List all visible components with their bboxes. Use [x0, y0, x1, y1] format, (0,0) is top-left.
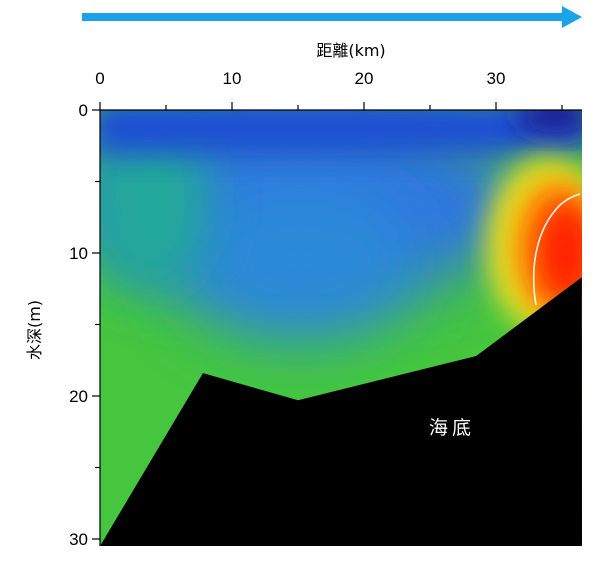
field-blue-basin	[180, 180, 420, 340]
field-surface-indigo	[515, 110, 582, 133]
heatmap-field	[100, 110, 582, 546]
axes	[99, 109, 582, 546]
field-surface-blue	[100, 110, 582, 155]
contour-line	[532, 193, 581, 306]
y-axis-ticks: 0 10 20 30	[69, 101, 100, 549]
field-warm-red	[536, 200, 582, 304]
direction-arrow	[82, 6, 582, 28]
y-tick-label: 20	[69, 387, 88, 406]
y-tick-label: 10	[69, 244, 88, 263]
seabed-label: 海底	[429, 417, 475, 439]
y-axis-title: 水深(m)	[25, 300, 44, 360]
x-axis-ticks: 0 10 20 30	[95, 69, 563, 110]
y-tick-label: 0	[79, 101, 88, 120]
field-cyan-left	[100, 110, 210, 290]
x-tick-label: 30	[487, 69, 506, 88]
x-tick-label: 0	[95, 69, 104, 88]
x-tick-label: 20	[355, 69, 374, 88]
x-axis-title: 距離(km)	[316, 41, 385, 60]
x-tick-label: 10	[223, 69, 242, 88]
y-tick-label: 30	[69, 530, 88, 549]
seabed	[100, 277, 582, 547]
